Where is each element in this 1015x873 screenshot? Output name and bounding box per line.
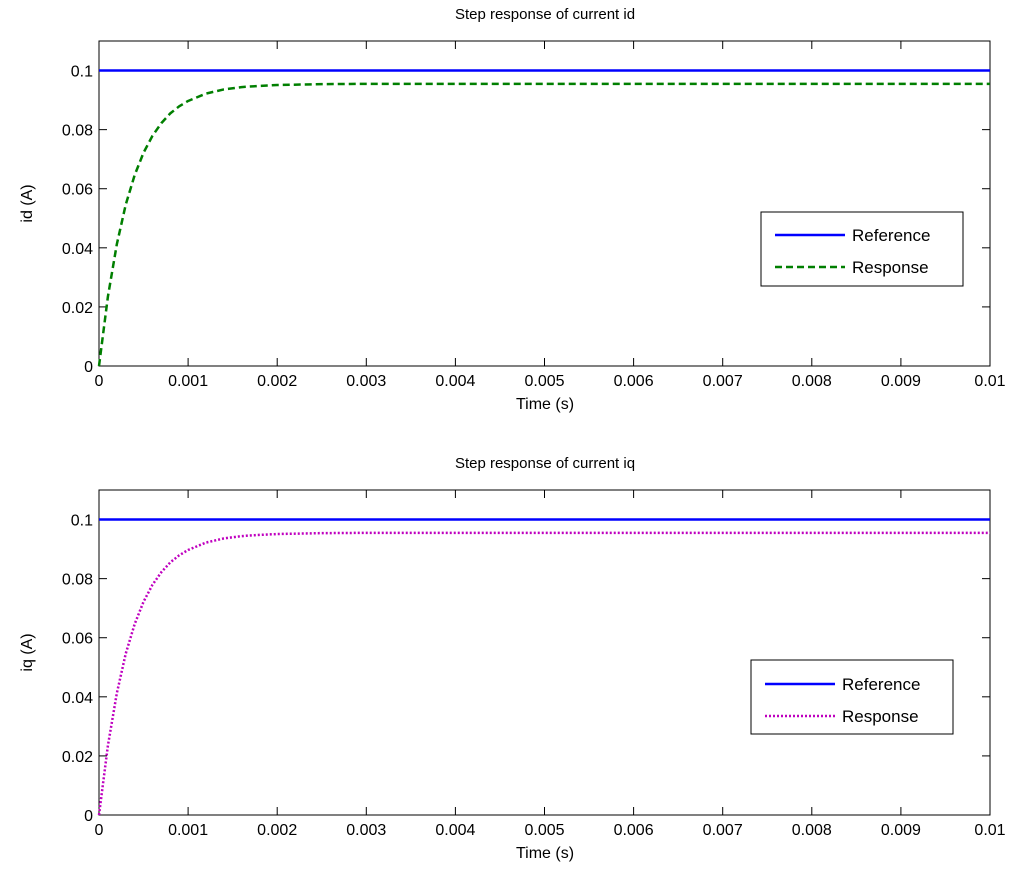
- x-tick-label: 0.01: [974, 373, 1005, 390]
- legend-label-reference: Reference: [842, 675, 920, 694]
- legend-label-response: Response: [842, 707, 919, 726]
- x-tick-label: 0.006: [614, 822, 654, 839]
- legend: Reference Response: [760, 211, 964, 287]
- plot-area: [98, 489, 991, 816]
- y-tick-label: 0.08: [62, 572, 93, 589]
- y-axis-label: id (A): [19, 184, 36, 222]
- y-tick-label: 0.1: [71, 64, 93, 81]
- plot-area: [98, 40, 991, 367]
- x-axis-label: Time (s): [516, 845, 574, 862]
- y-tick-label: 0.02: [62, 749, 93, 766]
- x-tick-label: 0.004: [435, 373, 475, 390]
- y-tick-label: 0.08: [62, 123, 93, 140]
- y-tick-label: 0.04: [62, 690, 93, 707]
- chart-title: Step response of current iq: [455, 455, 635, 472]
- x-tick-label: 0.007: [703, 373, 743, 390]
- x-tick-label: 0.009: [881, 373, 921, 390]
- x-tick-label: 0.003: [346, 822, 386, 839]
- x-tick-label: 0.008: [792, 373, 832, 390]
- x-tick-label: 0.01: [974, 822, 1005, 839]
- x-tick-label: 0.005: [524, 822, 564, 839]
- x-tick-label: 0.004: [435, 822, 475, 839]
- chart-panel-id: Step response of current id 0 0.001 0.002 0…: [19, 6, 1006, 413]
- x-tick-label: 0.002: [257, 373, 297, 390]
- x-tick-label: 0: [95, 373, 104, 390]
- legend-box: [760, 211, 964, 287]
- x-tick-label: 0.002: [257, 822, 297, 839]
- x-axis-label: Time (s): [516, 396, 574, 413]
- axis-ticks: 0 0.001 0.002 0.003 0.004 0.005 0.006 0.007 0.00…: [62, 41, 1006, 390]
- series-line-response: [97, 82, 990, 367]
- legend-box: [750, 659, 954, 735]
- y-axis-label: iq (A): [19, 633, 36, 671]
- series-line-response: [97, 531, 990, 816]
- chart-title: Step response of current id: [455, 6, 635, 23]
- x-tick-label: 0.008: [792, 822, 832, 839]
- x-tick-label: 0.006: [614, 373, 654, 390]
- y-tick-label: 0: [84, 359, 93, 376]
- x-tick-label: 0.007: [703, 822, 743, 839]
- chart-panel-iq: Step response of current iq 0 0.001 0.002 0…: [19, 455, 1006, 862]
- x-tick-label: 0.003: [346, 373, 386, 390]
- x-tick-label: 0.001: [168, 373, 208, 390]
- legend-label-response: Response: [852, 258, 929, 277]
- x-tick-label: 0.009: [881, 822, 921, 839]
- series-layer: [97, 518, 990, 816]
- x-tick-label: 0: [95, 822, 104, 839]
- y-tick-label: 0.04: [62, 241, 93, 258]
- y-tick-label: 0.06: [62, 631, 93, 648]
- x-tick-label: 0.005: [524, 373, 564, 390]
- y-tick-label: 0.06: [62, 182, 93, 199]
- x-tick-label: 0.001: [168, 822, 208, 839]
- legend-label-reference: Reference: [852, 226, 930, 245]
- axis-ticks: 0 0.001 0.002 0.003 0.004 0.005 0.006 0.007 0.00…: [62, 490, 1006, 839]
- legend: Reference Response: [750, 659, 954, 735]
- y-tick-label: 0: [84, 808, 93, 825]
- y-tick-label: 0.1: [71, 513, 93, 530]
- series-layer: [97, 69, 990, 367]
- y-tick-label: 0.02: [62, 300, 93, 317]
